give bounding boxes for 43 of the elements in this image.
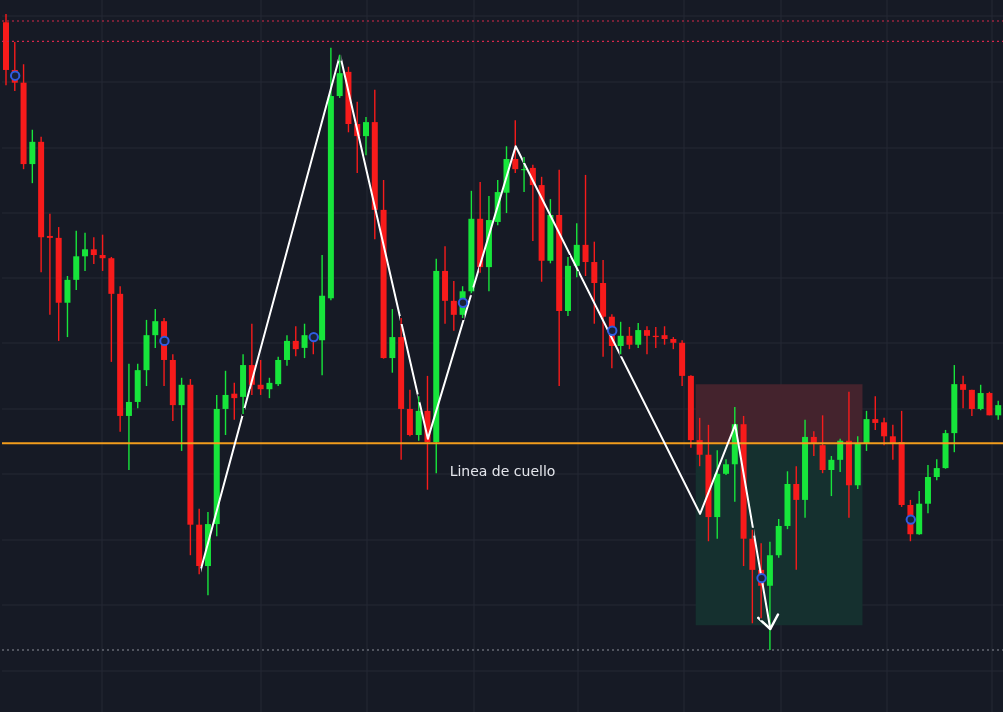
candlestick [573, 222, 580, 278]
candlestick [582, 174, 589, 277]
candlestick [661, 325, 668, 346]
point [905, 514, 916, 525]
candlestick [152, 308, 159, 349]
candlestick [363, 116, 370, 156]
candlestick [125, 363, 132, 471]
candlestick [336, 54, 343, 99]
point [607, 325, 618, 336]
candlestick [73, 230, 80, 291]
candlestick [960, 375, 967, 410]
candlestick [591, 240, 598, 325]
candlestick [301, 323, 308, 359]
candlestick [872, 395, 879, 431]
candlestick [977, 384, 984, 411]
candlestick [995, 399, 1002, 421]
candlestick [617, 321, 624, 355]
candlestick [46, 213, 53, 316]
candlestick [793, 465, 800, 571]
candlestick [881, 417, 888, 446]
candlestick [450, 280, 457, 332]
candlestick [283, 334, 290, 367]
candlestick [82, 232, 89, 272]
point [308, 331, 319, 343]
candlestick [266, 377, 273, 399]
candlestick [626, 326, 633, 350]
candlestick [64, 275, 71, 338]
candlestick [933, 458, 940, 481]
point [159, 335, 170, 347]
candlestick [178, 377, 185, 452]
candlestick [968, 389, 975, 417]
candlestick [292, 325, 299, 357]
candlestick [222, 370, 229, 436]
candlestick [643, 325, 650, 355]
candlestick [29, 129, 36, 184]
point [457, 297, 469, 308]
candlestick [512, 119, 519, 174]
ref-line-label: Linea de cuello [449, 463, 556, 480]
candlestick [635, 322, 642, 349]
candlestick [828, 455, 835, 497]
candlestick [389, 308, 396, 374]
candlestick [99, 233, 106, 272]
candlestick [90, 236, 97, 265]
